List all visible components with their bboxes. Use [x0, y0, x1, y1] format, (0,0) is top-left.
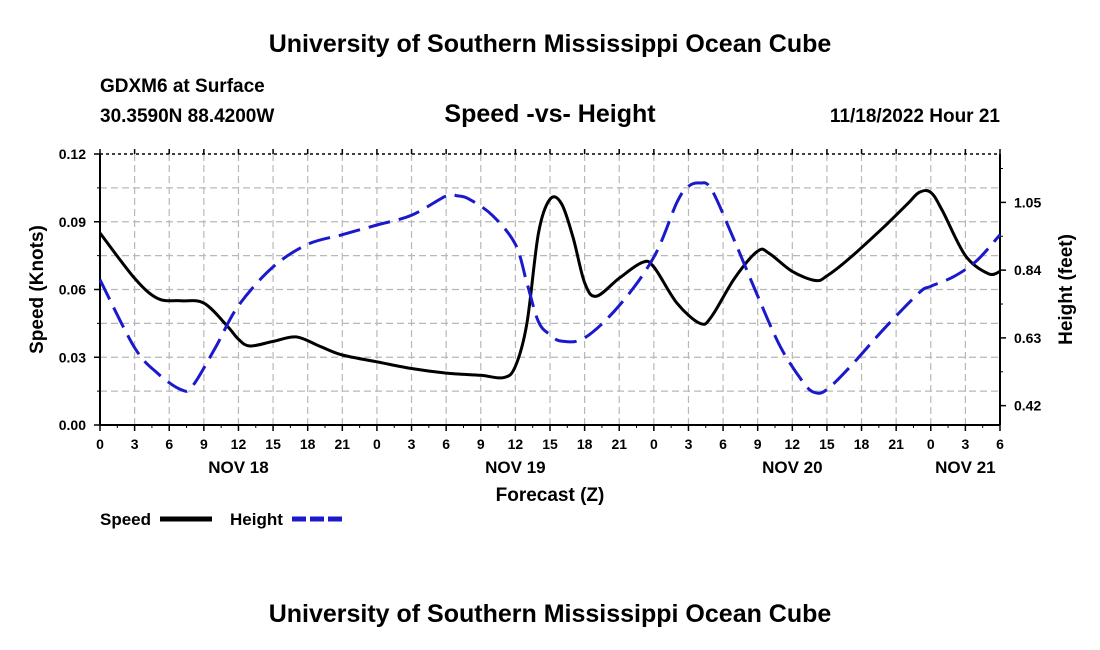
y-tick-label: 0.03	[59, 349, 86, 365]
grid-layer	[100, 154, 1000, 425]
x-axis-title: Forecast (Z)	[496, 485, 605, 506]
y-axis-title: Speed (Knots)	[27, 225, 48, 354]
x-tick-label: 3	[685, 436, 693, 452]
y-tick-label: 0.12	[59, 146, 86, 162]
axis-layer	[94, 149, 1006, 431]
x-tick-label: 3	[408, 436, 416, 452]
series-line-speed	[98, 189, 1001, 380]
y-tick-label: 0.00	[59, 417, 86, 433]
series-layer	[98, 181, 1002, 395]
x-tick-label: 15	[542, 436, 558, 452]
x-tick-label: 12	[785, 436, 801, 452]
y2-tick-label: 0.42	[1014, 398, 1041, 414]
x-tick-label: 18	[577, 436, 593, 452]
label-layer: 0 3 6 9 12 15 18 21 0 3 6 9 12 15 18 21 0 3 6 9 12 15 18 21 0 3 6N…	[27, 146, 1077, 506]
chart-subtitle: Speed -vs- Height	[444, 100, 656, 128]
y2-axis-title: Height (feet)	[1056, 234, 1077, 345]
series-line-height	[98, 181, 1002, 395]
footer-title: University of Southern Mississippi Ocean…	[268, 600, 832, 628]
legend-label-height: Height	[230, 510, 283, 529]
x-tick-label: 0	[650, 436, 658, 452]
x-tick-label: 3	[961, 436, 969, 452]
date-hour-label: 11/18/2022 Hour 21	[829, 106, 1000, 127]
legend-layer: Speed Height	[100, 510, 344, 529]
x-tick-label: 3	[131, 436, 139, 452]
speed-height-chart: 0 3 6 9 12 15 18 21 0 3 6 9 12 15 18 21 0 3 6 9 12 15 18 21 0 3 6N…	[27, 146, 1077, 529]
x-tick-label: 21	[888, 436, 904, 452]
x-tick-label: 9	[754, 436, 762, 452]
y-tick-label: 0.09	[59, 214, 86, 230]
x-tick-label: 6	[165, 436, 173, 452]
x-tick-label: 12	[231, 436, 247, 452]
legend-label-speed: Speed	[100, 510, 151, 529]
x-tick-label: 12	[508, 436, 524, 452]
x-tick-label: 18	[854, 436, 870, 452]
y2-tick-label: 0.63	[1014, 330, 1041, 346]
x-tick-label: 15	[265, 436, 281, 452]
day-label: NOV 19	[485, 458, 545, 477]
x-tick-label: 9	[477, 436, 485, 452]
x-tick-label: 18	[300, 436, 316, 452]
x-tick-label: 0	[927, 436, 935, 452]
x-tick-label: 21	[611, 436, 627, 452]
station-label: GDXM6 at Surface	[100, 76, 265, 97]
x-tick-label: 6	[442, 436, 450, 452]
day-label: NOV 21	[935, 458, 995, 477]
day-label: NOV 18	[208, 458, 268, 477]
x-tick-label: 9	[200, 436, 208, 452]
day-label: NOV 20	[762, 458, 822, 477]
y-tick-label: 0.06	[59, 282, 86, 298]
x-tick-label: 0	[373, 436, 381, 452]
main-title: University of Southern Mississippi Ocean…	[268, 30, 832, 58]
coordinates-label: 30.3590N 88.4200W	[100, 106, 275, 127]
x-tick-label: 6	[996, 436, 1004, 452]
y2-tick-label: 0.84	[1014, 262, 1041, 278]
x-tick-label: 21	[335, 436, 351, 452]
x-tick-label: 15	[819, 436, 835, 452]
x-tick-label: 6	[719, 436, 727, 452]
y2-tick-label: 1.05	[1014, 194, 1041, 210]
x-tick-label: 0	[96, 436, 104, 452]
